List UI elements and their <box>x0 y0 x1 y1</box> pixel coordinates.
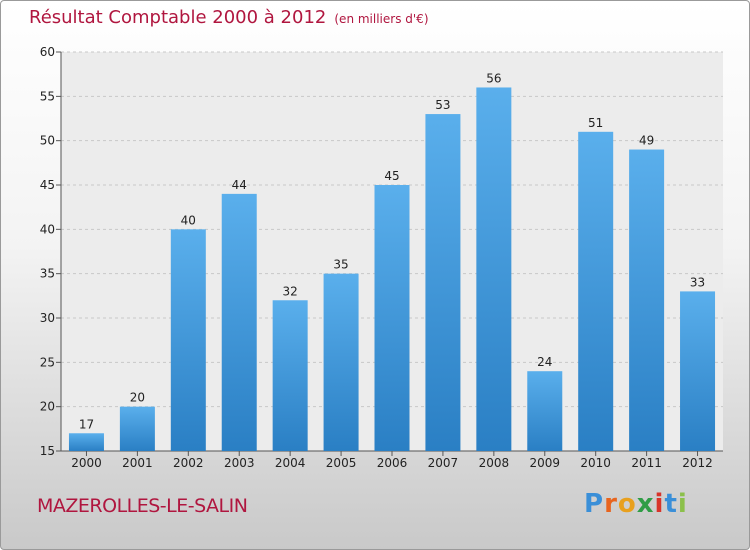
y-tick-label: 35 <box>40 267 55 281</box>
data-label: 24 <box>537 355 552 369</box>
bar <box>272 300 308 451</box>
logo-letter: P <box>584 489 605 519</box>
bar <box>374 185 410 451</box>
data-label: 44 <box>232 178 247 192</box>
data-label: 49 <box>639 134 654 148</box>
x-tick-label: 2002 <box>173 456 204 470</box>
data-label: 35 <box>333 258 348 272</box>
logo-letter: r <box>604 489 618 519</box>
y-tick-label: 15 <box>40 444 55 458</box>
logo-letter: x <box>636 489 655 519</box>
x-tick-label: 2007 <box>428 456 459 470</box>
y-tick-label: 50 <box>40 134 55 148</box>
x-tick-label: 2008 <box>479 456 510 470</box>
bar <box>68 433 104 451</box>
y-tick-label: 20 <box>40 400 55 414</box>
x-tick-label: 2011 <box>631 456 662 470</box>
x-tick-label: 2006 <box>377 456 408 470</box>
x-tick-label: 2004 <box>275 456 306 470</box>
x-tick-label: 2001 <box>122 456 153 470</box>
y-tick-label: 55 <box>40 89 55 103</box>
data-label: 56 <box>486 71 501 85</box>
bar <box>629 149 665 452</box>
x-tick-label: 2010 <box>580 456 611 470</box>
x-tick-label: 2012 <box>682 456 713 470</box>
bar <box>221 193 257 451</box>
chart-unit: (en milliers d'€) <box>334 12 429 26</box>
logo-letter: t <box>664 489 678 519</box>
y-tick-label: 60 <box>40 45 55 59</box>
data-label: 20 <box>130 391 145 405</box>
logo-letter: i <box>677 489 688 519</box>
bar <box>680 291 716 451</box>
bar <box>476 87 512 451</box>
bar <box>527 371 563 451</box>
proxiti-logo: Proxiti <box>584 489 688 519</box>
data-label: 45 <box>384 169 399 183</box>
bar <box>170 229 206 451</box>
x-tick-label: 2000 <box>71 456 102 470</box>
bar <box>323 273 359 451</box>
data-label: 40 <box>181 213 196 227</box>
data-label: 33 <box>690 275 705 289</box>
chart-title-text: Résultat Comptable 2000 à 2012 <box>29 7 327 28</box>
data-label: 17 <box>79 417 94 431</box>
x-tick-label: 2003 <box>224 456 255 470</box>
y-tick-label: 25 <box>40 355 55 369</box>
data-label: 51 <box>588 116 603 130</box>
x-tick-label: 2005 <box>326 456 357 470</box>
y-tick-label: 30 <box>40 311 55 325</box>
chart-title: Résultat Comptable 2000 à 2012 (en millie… <box>29 7 429 28</box>
logo-letter: i <box>654 489 665 519</box>
y-tick-label: 45 <box>40 178 55 192</box>
data-label: 53 <box>435 98 450 112</box>
x-tick-label: 2009 <box>529 456 560 470</box>
bar <box>425 114 461 452</box>
y-tick-label: 40 <box>40 222 55 236</box>
bar <box>119 406 155 451</box>
bar <box>578 131 614 452</box>
logo-letter: o <box>617 489 637 519</box>
data-label: 32 <box>283 284 298 298</box>
commune-name: MAZEROLLES-LE-SALIN <box>37 495 248 517</box>
